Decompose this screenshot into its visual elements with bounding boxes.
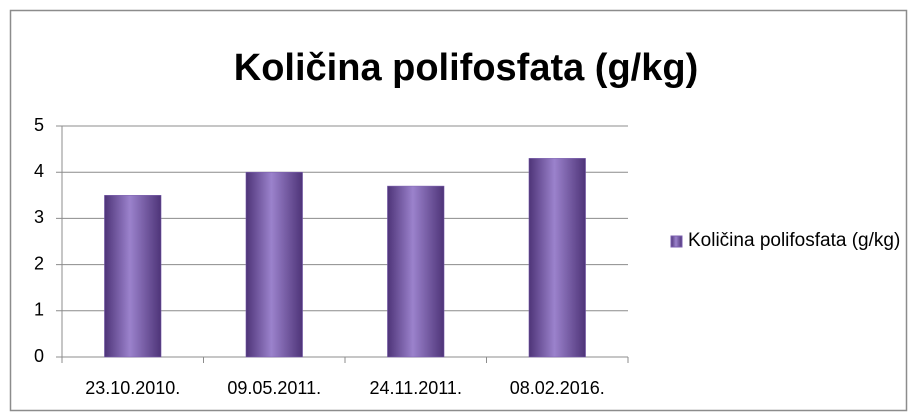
y-tick-label: 0 — [34, 346, 44, 366]
y-tick-label: 2 — [34, 253, 44, 273]
x-tick-label: 23.10.2010. — [85, 378, 180, 398]
chart-title: Količina polifosfata (g/kg) — [234, 47, 698, 89]
y-tick-label: 1 — [34, 300, 44, 320]
bar — [387, 185, 445, 358]
x-tick-label: 08.02.2016. — [510, 378, 605, 398]
x-tick-label: 24.11.2011. — [370, 378, 462, 398]
y-tick-label: 5 — [34, 115, 44, 135]
legend-marker — [670, 235, 683, 248]
bar — [245, 171, 303, 358]
legend-label: Količina polifosfata (g/kg) — [688, 230, 901, 251]
legend-entry: Količina polifosfata (g/kg) — [688, 230, 901, 251]
x-tick-label: 09.05.2011. — [227, 378, 321, 398]
bar — [528, 158, 586, 358]
y-tick-label: 3 — [34, 207, 44, 227]
bar — [104, 195, 162, 358]
y-tick-label: 4 — [34, 161, 44, 181]
